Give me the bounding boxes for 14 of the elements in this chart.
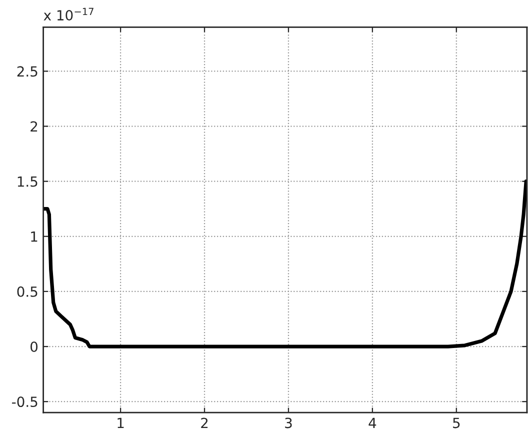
x-tick-label: 4 bbox=[368, 418, 376, 428]
y-tick-label: 1 bbox=[31, 232, 38, 242]
x-tick-label: 2 bbox=[201, 418, 208, 428]
x-tick-label: 1 bbox=[118, 418, 124, 428]
y-tick-label: 0.5 bbox=[17, 286, 38, 297]
y-tick-label: 1.5 bbox=[18, 176, 38, 187]
y-tick-label: 2 bbox=[30, 121, 38, 132]
y-tick-label: 2.5 bbox=[17, 66, 38, 77]
y-tick-label: -0.5 bbox=[12, 396, 38, 408]
y-tick-label: 0 bbox=[30, 341, 38, 352]
text: x 10$^{−17}$ bbox=[44, 8, 94, 21]
line-series bbox=[43, 180, 527, 348]
x-tick-label: 3 bbox=[285, 418, 292, 428]
x-tick-label: 5 bbox=[453, 418, 460, 428]
